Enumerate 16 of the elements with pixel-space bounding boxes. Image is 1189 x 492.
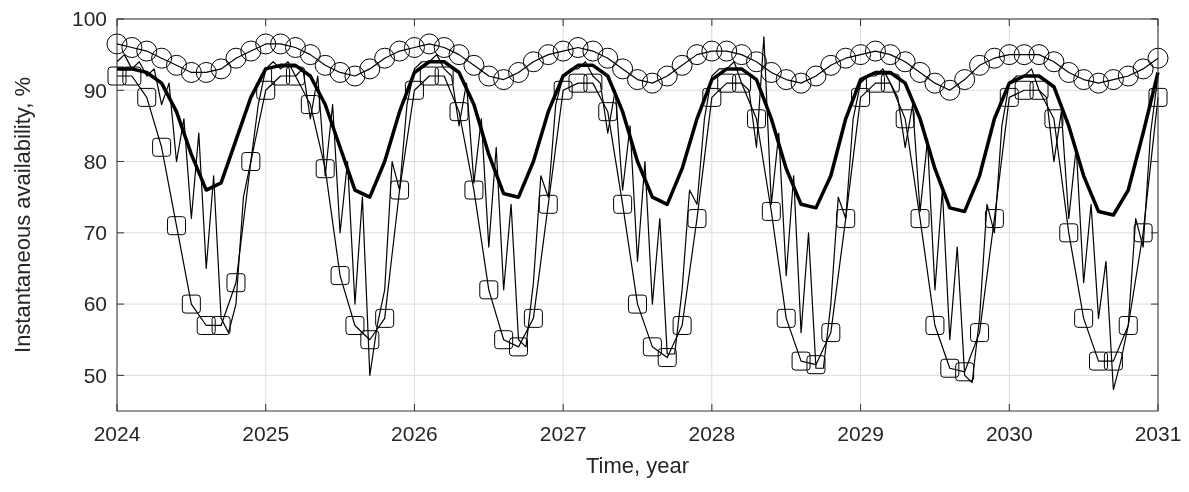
x-axis-title: Time, year (585, 453, 690, 478)
x-tick-label: 2031 (1134, 422, 1182, 445)
y-axis-title: Instantaneous availability, % (10, 77, 35, 353)
y-tick-label: 80 (83, 149, 107, 173)
x-tick-label: 2024 (93, 422, 141, 445)
x-tick-label: 2026 (391, 422, 438, 445)
x-tick-label: 2027 (539, 422, 587, 445)
y-tick-label: 70 (83, 221, 107, 245)
y-tick-label: 50 (83, 363, 107, 387)
x-tick-label: 2029 (837, 422, 884, 445)
x-tick-label: 2028 (688, 422, 736, 445)
y-tick-label: 60 (83, 292, 107, 316)
x-tick-label: 2025 (242, 422, 290, 445)
x-tick-label: 2030 (985, 422, 1033, 445)
y-tick-label: 100 (71, 7, 107, 31)
y-tick-label: 90 (83, 78, 107, 102)
